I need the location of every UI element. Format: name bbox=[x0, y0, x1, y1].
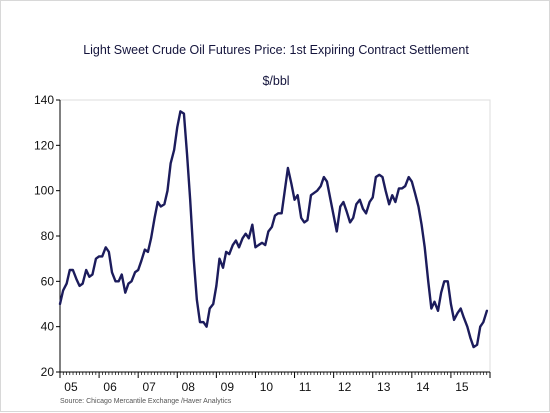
plot-area bbox=[59, 99, 491, 373]
x-tick-label: 13 bbox=[377, 380, 391, 394]
x-tick-label: 10 bbox=[260, 380, 274, 394]
x-tick-label: 06 bbox=[103, 380, 117, 394]
y-tick-label: 140 bbox=[34, 93, 54, 107]
y-tick-labels: 20 40 60 80 100 120 140 bbox=[34, 93, 54, 379]
chart-subtitle: $/bbl bbox=[262, 74, 289, 88]
axes bbox=[56, 99, 491, 378]
y-tick-label: 60 bbox=[41, 274, 55, 288]
y-tick-label: 100 bbox=[34, 184, 54, 198]
y-tick-label: 20 bbox=[41, 365, 55, 379]
x-tick-label: 12 bbox=[338, 380, 352, 394]
y-tick-label: 80 bbox=[41, 229, 55, 243]
source-note: Source: Chicago Mercantile Exchange /Hav… bbox=[60, 398, 232, 405]
x-tick-label: 11 bbox=[299, 380, 312, 394]
chart-title: Light Sweet Crude Oil Futures Price: 1st… bbox=[83, 43, 469, 57]
x-tick-labels: 05 06 07 08 09 10 11 12 13 14 15 bbox=[64, 380, 469, 394]
series-line bbox=[58, 110, 489, 349]
y-tick-label: 40 bbox=[41, 320, 55, 334]
x-tick-label: 07 bbox=[142, 380, 156, 394]
x-tick-label: 05 bbox=[64, 380, 78, 394]
x-tick-label: 09 bbox=[221, 380, 235, 394]
x-tick-label: 14 bbox=[416, 380, 430, 394]
y-tick-label: 120 bbox=[34, 138, 54, 152]
x-tick-label: 15 bbox=[455, 380, 469, 394]
x-tick-label: 08 bbox=[182, 380, 196, 394]
